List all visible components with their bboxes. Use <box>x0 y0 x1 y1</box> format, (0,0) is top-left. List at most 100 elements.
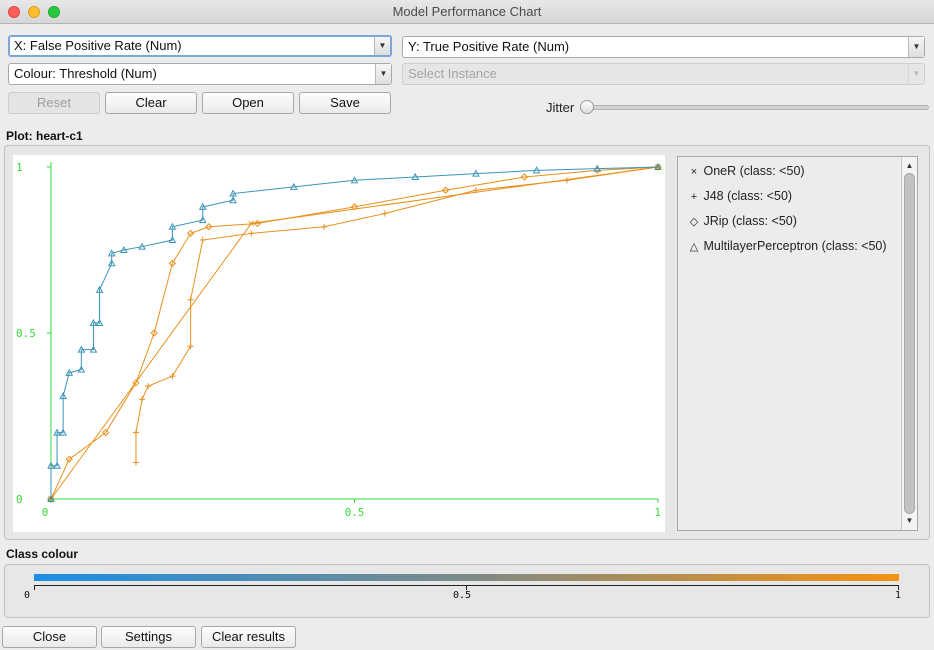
point-jrip <box>168 259 177 267</box>
point-mlp <box>472 169 480 177</box>
maximize-window-icon[interactable] <box>48 6 60 18</box>
point-mlp <box>229 189 237 197</box>
point-jrip <box>205 223 213 231</box>
point-mlp <box>47 461 55 469</box>
series-line-jrip <box>50 166 659 500</box>
window-title: Model Performance Chart <box>392 4 542 19</box>
legend-item[interactable]: ◇ JRip (class: <50) <box>688 214 797 228</box>
point-mlp <box>229 196 237 204</box>
legend-label: J48 (class: <50) <box>700 189 793 203</box>
point-mlp <box>53 428 61 436</box>
point-mlp <box>65 368 74 376</box>
series-mlp <box>47 162 662 502</box>
series-j48 <box>132 164 661 466</box>
point-mlp <box>89 345 98 353</box>
chevron-down-icon: ▼ <box>375 64 391 84</box>
plot-label: Plot: heart-c1 <box>6 129 83 143</box>
class-colour-tick-label: 0 <box>24 590 31 601</box>
point-mlp <box>77 365 86 373</box>
scroll-down-icon[interactable]: ▼ <box>905 516 914 525</box>
legend-item[interactable]: × OneR (class: <50) <box>688 164 805 178</box>
reset-button[interactable]: Reset <box>8 92 100 114</box>
legend-panel: × OneR (class: <50) + J48 (class: <50) ◇ J… <box>677 156 918 531</box>
legend-item[interactable]: △ MultilayerPerceptron (class: <50) <box>688 239 887 253</box>
legend-label: OneR (class: <50) <box>700 164 805 178</box>
point-jrip <box>441 186 450 194</box>
point-j48 <box>187 296 194 303</box>
y-tick-label: 0 <box>16 493 23 506</box>
legend-item[interactable]: + J48 (class: <50) <box>688 189 792 203</box>
instance-select[interactable]: Select Instance ▼ <box>402 63 925 85</box>
point-mlp <box>593 164 602 172</box>
class-colour-tick-label: 1 <box>895 590 902 601</box>
scroll-thumb[interactable] <box>904 173 915 514</box>
instance-select-value: Select Instance <box>408 66 497 81</box>
class-colour-tick <box>466 585 467 590</box>
point-mlp <box>654 162 662 170</box>
x-tick-label: 1 <box>654 506 661 519</box>
point-mlp <box>138 242 146 250</box>
point-mlp <box>59 392 67 400</box>
settings-button[interactable]: Settings <box>101 626 196 648</box>
close-button[interactable]: Close <box>2 626 97 648</box>
legend-symbol-icon: △ <box>689 241 699 253</box>
point-jrip <box>520 173 529 181</box>
point-mlp <box>89 318 98 327</box>
jitter-slider-handle[interactable] <box>580 100 594 114</box>
y-tick-label: 0.5 <box>16 327 36 340</box>
class-colour-tick-label: 0.5 <box>453 590 472 601</box>
x-axis-select[interactable]: X: False Positive Rate (Num) ▼ <box>8 35 392 57</box>
point-mlp <box>107 249 116 257</box>
point-mlp <box>198 216 207 224</box>
x-tick-label: 0.5 <box>345 506 365 519</box>
point-mlp <box>59 428 67 436</box>
point-jrip <box>186 229 195 238</box>
legend-symbol-icon: × <box>690 166 698 178</box>
series-jrip <box>47 163 662 503</box>
minimize-window-icon[interactable] <box>28 6 40 18</box>
point-jrip <box>150 329 158 337</box>
series-line-j48 <box>135 166 659 463</box>
point-jrip <box>65 455 73 463</box>
point-j48 <box>381 210 388 217</box>
chevron-down-icon: ▼ <box>908 37 924 57</box>
point-j48 <box>472 187 479 194</box>
point-j48 <box>132 459 139 466</box>
close-window-icon[interactable] <box>8 6 20 18</box>
legend-label: JRip (class: <50) <box>700 214 797 228</box>
save-button[interactable]: Save <box>299 92 391 114</box>
colour-select[interactable]: Colour: Threshold (Num) ▼ <box>8 63 392 85</box>
class-colour-label: Class colour <box>6 547 79 561</box>
point-jrip <box>101 428 110 437</box>
class-colour-panel <box>4 564 930 618</box>
jitter-slider-track[interactable] <box>585 105 929 110</box>
legend-scrollbar[interactable]: ▲ ▼ <box>901 157 917 530</box>
x-tick-label: 0 <box>42 506 49 519</box>
point-mlp <box>198 202 207 210</box>
point-j48 <box>248 230 255 237</box>
colour-select-value: Colour: Threshold (Num) <box>14 66 157 81</box>
point-mlp <box>53 461 61 469</box>
point-jrip <box>350 203 359 211</box>
point-mlp <box>411 172 420 180</box>
y-tick-label: 1 <box>16 161 23 174</box>
scroll-up-icon[interactable]: ▲ <box>905 161 914 170</box>
clear-results-button[interactable]: Clear results <box>201 626 296 648</box>
series-line-oner <box>50 166 659 500</box>
open-button[interactable]: Open <box>202 92 294 114</box>
legend-label: MultilayerPerceptron (class: <50) <box>700 239 887 253</box>
point-mlp <box>95 285 104 293</box>
chevron-down-icon: ▼ <box>908 64 924 84</box>
point-j48 <box>563 177 570 184</box>
title-bar: Model Performance Chart <box>0 0 934 24</box>
point-mlp <box>47 494 55 502</box>
y-axis-select[interactable]: Y: True Positive Rate (Num) ▼ <box>402 36 925 58</box>
class-colour-tick <box>34 585 35 590</box>
clear-button[interactable]: Clear <box>105 92 197 114</box>
point-mlp <box>77 345 86 353</box>
y-axis-select-value: Y: True Positive Rate (Num) <box>408 39 570 54</box>
roc-plot[interactable]: 0 0.5 1 0 0.5 1 <box>13 155 665 532</box>
point-mlp <box>107 259 116 267</box>
point-mlp <box>289 182 298 190</box>
point-j48 <box>139 396 146 403</box>
